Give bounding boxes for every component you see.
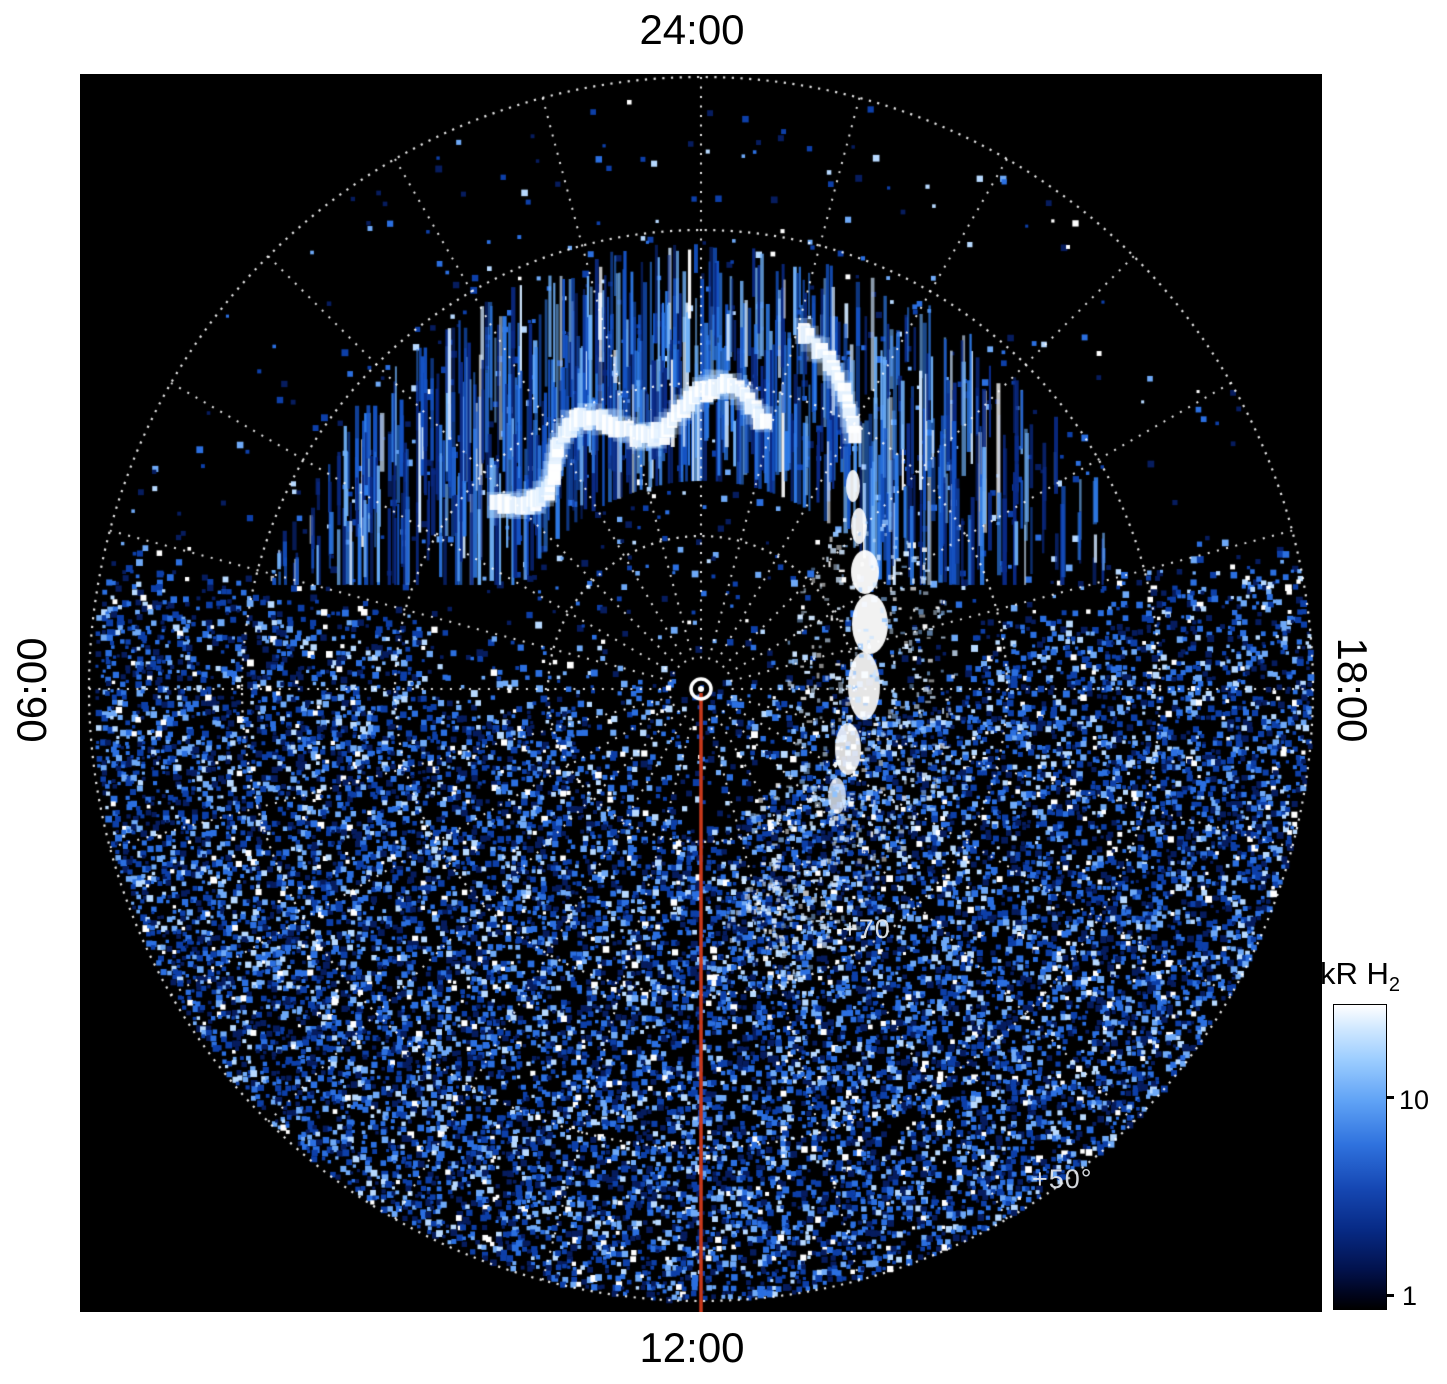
polar-map-canvas (80, 74, 1322, 1312)
colorbar-title-subscript: 2 (1388, 974, 1400, 997)
localtime-label-noon: 12:00 (639, 1324, 745, 1371)
localtime-label-dawn: 06:00 (8, 637, 55, 743)
colorbar-tick-label-1: 1 (1402, 1281, 1418, 1311)
colorbar-title-text: kR H (1319, 956, 1389, 991)
colorbar-title: kR H2 (1280, 956, 1440, 997)
colorbar-tick-label-10: 10 (1399, 1085, 1430, 1115)
polar-plot-area: +70 +50° (80, 74, 1322, 1312)
colorbar-gradient (1333, 1004, 1394, 1310)
colorbar-tick-1 (1386, 1293, 1394, 1297)
localtime-label-dusk: 18:00 (1329, 637, 1376, 743)
latitude-ring-label-70: +70 (842, 914, 891, 944)
latitude-ring-label-50: +50° (1032, 1164, 1093, 1194)
localtime-label-midnight: 24:00 (639, 6, 745, 53)
colorbar-tick-10 (1386, 1096, 1394, 1100)
colorbar: kR H2 10 1 (1320, 956, 1447, 1316)
